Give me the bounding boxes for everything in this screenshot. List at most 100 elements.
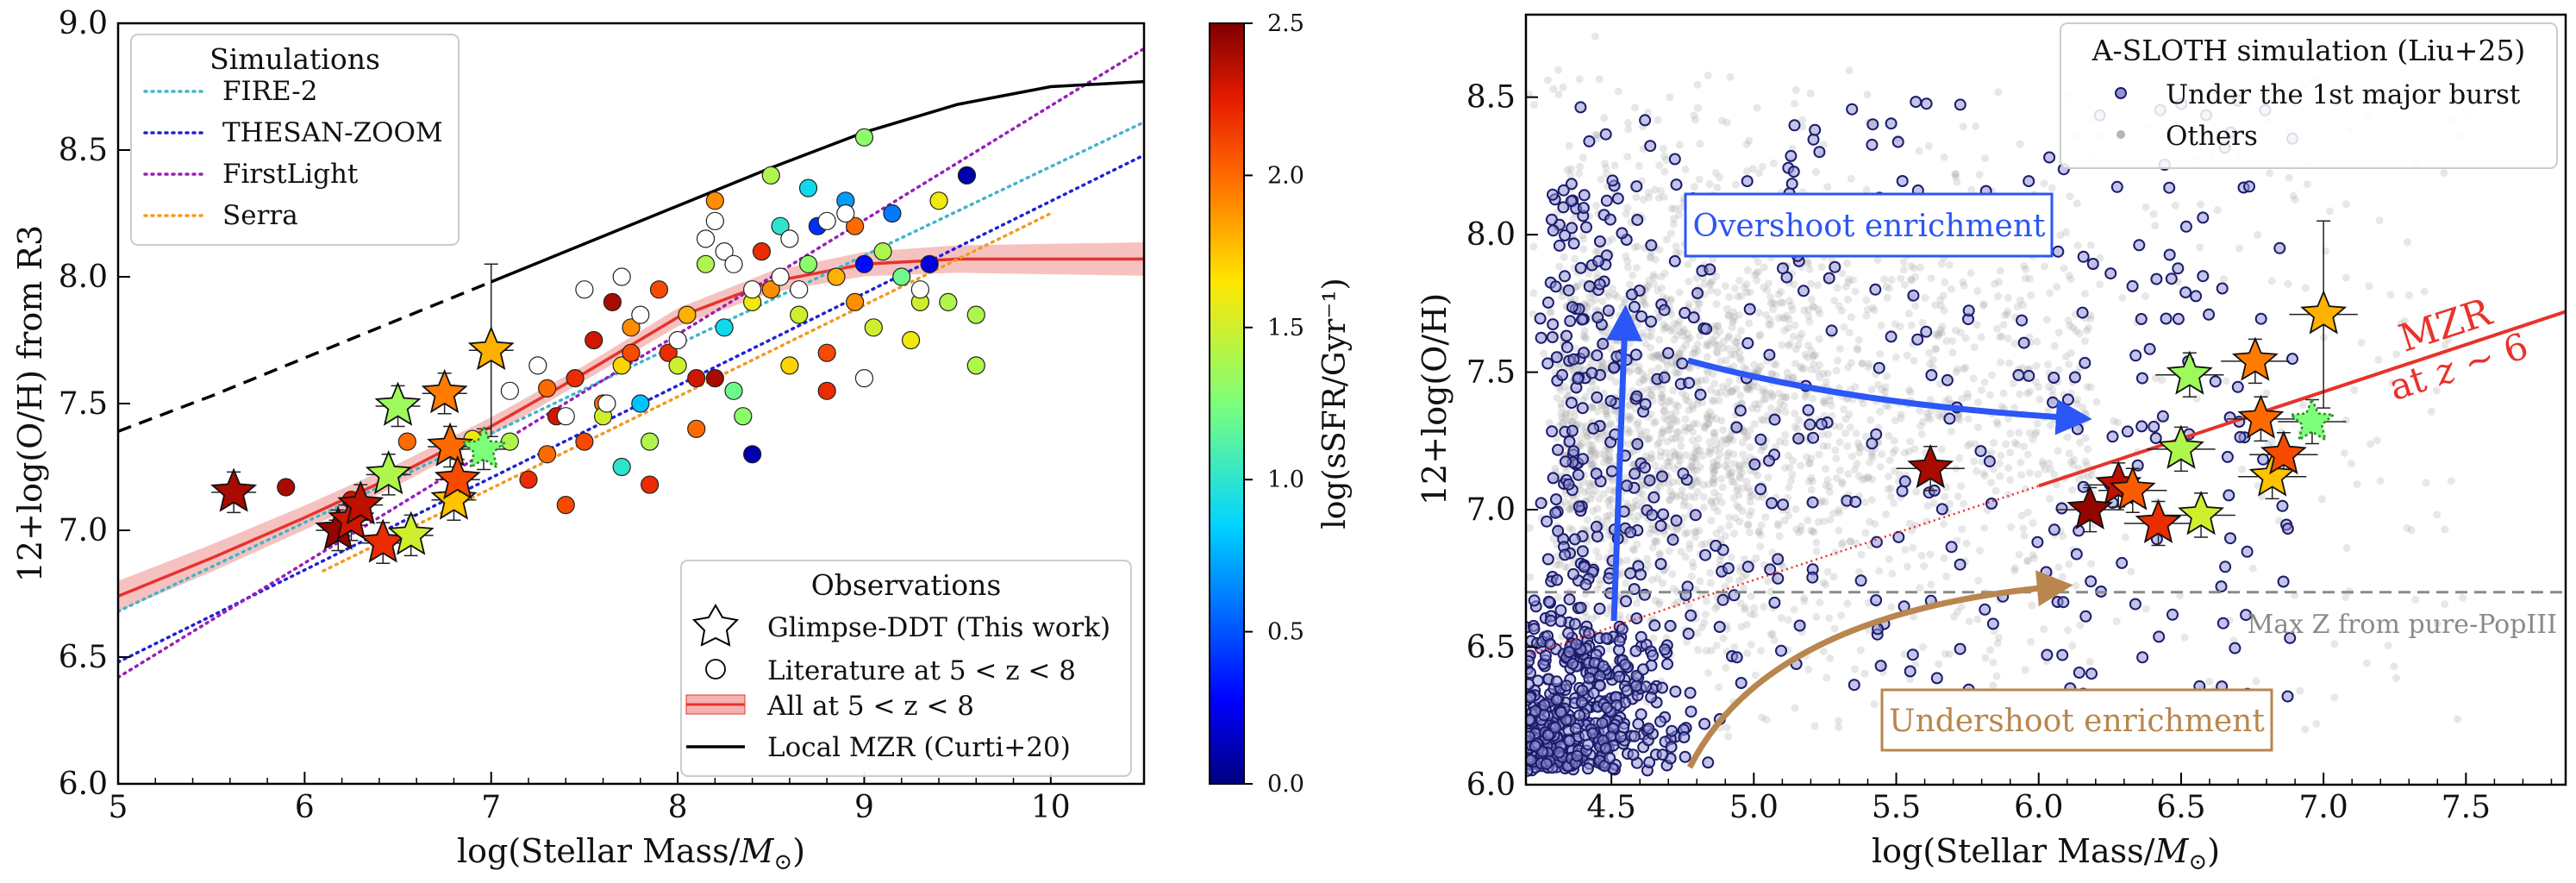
others-point xyxy=(2296,686,2304,695)
others-point xyxy=(1941,649,1949,658)
others-point xyxy=(1864,473,1873,482)
others-point xyxy=(1685,334,1694,342)
others-point xyxy=(1931,345,1940,354)
others-point xyxy=(1595,75,1604,84)
others-point xyxy=(2151,222,2160,230)
others-point xyxy=(1674,477,1683,485)
others-point xyxy=(1593,407,1602,416)
others-point xyxy=(1675,317,1684,326)
legend-literature-label: Literature at 5 < z < 8 xyxy=(767,655,1076,686)
others-point xyxy=(1693,80,1702,89)
others-point xyxy=(2061,352,2070,360)
literature-point xyxy=(538,445,557,464)
others-point xyxy=(2065,560,2073,568)
others-point xyxy=(1607,548,1616,556)
others-point xyxy=(1945,499,1954,508)
others-point xyxy=(1710,479,1718,488)
first-burst-point xyxy=(2215,580,2228,593)
literature-point xyxy=(519,470,538,489)
first-burst-point xyxy=(1669,686,1682,698)
first-burst-point xyxy=(1528,623,1541,636)
others-point xyxy=(1936,296,1945,304)
others-point xyxy=(1593,134,1602,142)
others-point xyxy=(1719,634,1728,642)
others-point xyxy=(1725,292,1734,301)
literature-point xyxy=(696,254,716,273)
first-burst-point xyxy=(1910,96,1923,109)
others-point xyxy=(1662,357,1671,366)
others-point xyxy=(1746,492,1754,501)
first-burst-point xyxy=(2040,566,2053,579)
others-point xyxy=(1777,287,1785,296)
others-point xyxy=(1706,444,1715,453)
others-point xyxy=(1716,357,1725,366)
literature-point xyxy=(631,394,650,413)
others-point xyxy=(1657,398,1666,406)
others-point xyxy=(1996,266,2004,275)
glimpse-star xyxy=(387,510,435,555)
others-point xyxy=(1831,446,1840,454)
others-point xyxy=(1744,484,1753,492)
others-point xyxy=(1591,450,1599,459)
others-point xyxy=(1886,485,1895,493)
others-point xyxy=(1927,580,1935,589)
others-point xyxy=(1659,428,1667,436)
others-point xyxy=(1743,649,1752,657)
first-burst-point xyxy=(1645,239,1658,252)
others-point xyxy=(1770,360,1779,368)
others-point xyxy=(1599,458,1608,467)
colorbar-tick-label: 1.5 xyxy=(1267,315,1304,341)
first-burst-point xyxy=(1605,465,1618,478)
literature-open-point xyxy=(597,394,616,413)
others-point xyxy=(1860,669,1869,678)
others-point xyxy=(1706,280,1715,289)
literature-point xyxy=(641,475,660,494)
others-point xyxy=(1715,492,1723,500)
first-burst-point xyxy=(1941,373,1954,386)
first-burst-point xyxy=(2197,270,2210,283)
right-y-tick-label: 8.0 xyxy=(1466,217,1516,253)
others-point xyxy=(1817,497,1826,505)
right-y-tick-label: 7.5 xyxy=(1466,355,1516,391)
others-point xyxy=(1673,321,1682,329)
first-burst-point xyxy=(2070,548,2083,560)
first-burst-point xyxy=(2179,286,2192,299)
others-point xyxy=(1761,513,1770,522)
others-point xyxy=(2068,642,2077,650)
others-point xyxy=(1722,663,1730,672)
others-point xyxy=(1706,385,1715,394)
others-point xyxy=(1861,529,1870,537)
first-burst-point xyxy=(1635,630,1648,643)
others-point xyxy=(1813,367,1822,376)
others-point xyxy=(1860,498,1869,507)
others-point xyxy=(2110,416,2118,425)
others-point xyxy=(1616,311,1623,320)
others-point xyxy=(2009,379,2017,388)
others-point xyxy=(1543,76,1552,85)
others-point xyxy=(1579,153,1587,162)
others-point xyxy=(1723,451,1732,460)
others-point xyxy=(1952,326,1960,335)
others-point xyxy=(1709,478,1717,486)
others-point xyxy=(1804,260,1812,268)
first-burst-point xyxy=(1896,175,1909,187)
others-point xyxy=(1567,417,1576,426)
others-point xyxy=(1768,629,1777,638)
others-point xyxy=(1676,456,1685,465)
others-point xyxy=(1681,529,1690,538)
first-burst-point xyxy=(1713,621,1726,633)
others-point xyxy=(1735,276,1743,285)
others-point xyxy=(1669,491,1678,499)
colorbar-tick-label: 1.0 xyxy=(1267,467,1304,493)
others-point xyxy=(1710,429,1719,437)
others-point xyxy=(1708,397,1716,404)
others-point xyxy=(1927,274,1935,283)
others-point xyxy=(1809,302,1817,310)
others-point xyxy=(1745,319,1754,328)
others-point xyxy=(1931,301,1940,310)
others-point xyxy=(1667,359,1676,366)
first-burst-point xyxy=(1568,617,1581,630)
right-panel: 4.5 5.0 5.5 6.0 6.5 7.0 7.5 6.06.57.07.58.08.5… xyxy=(1416,13,2567,875)
others-point xyxy=(1660,529,1669,538)
glimpse-star xyxy=(210,467,258,512)
